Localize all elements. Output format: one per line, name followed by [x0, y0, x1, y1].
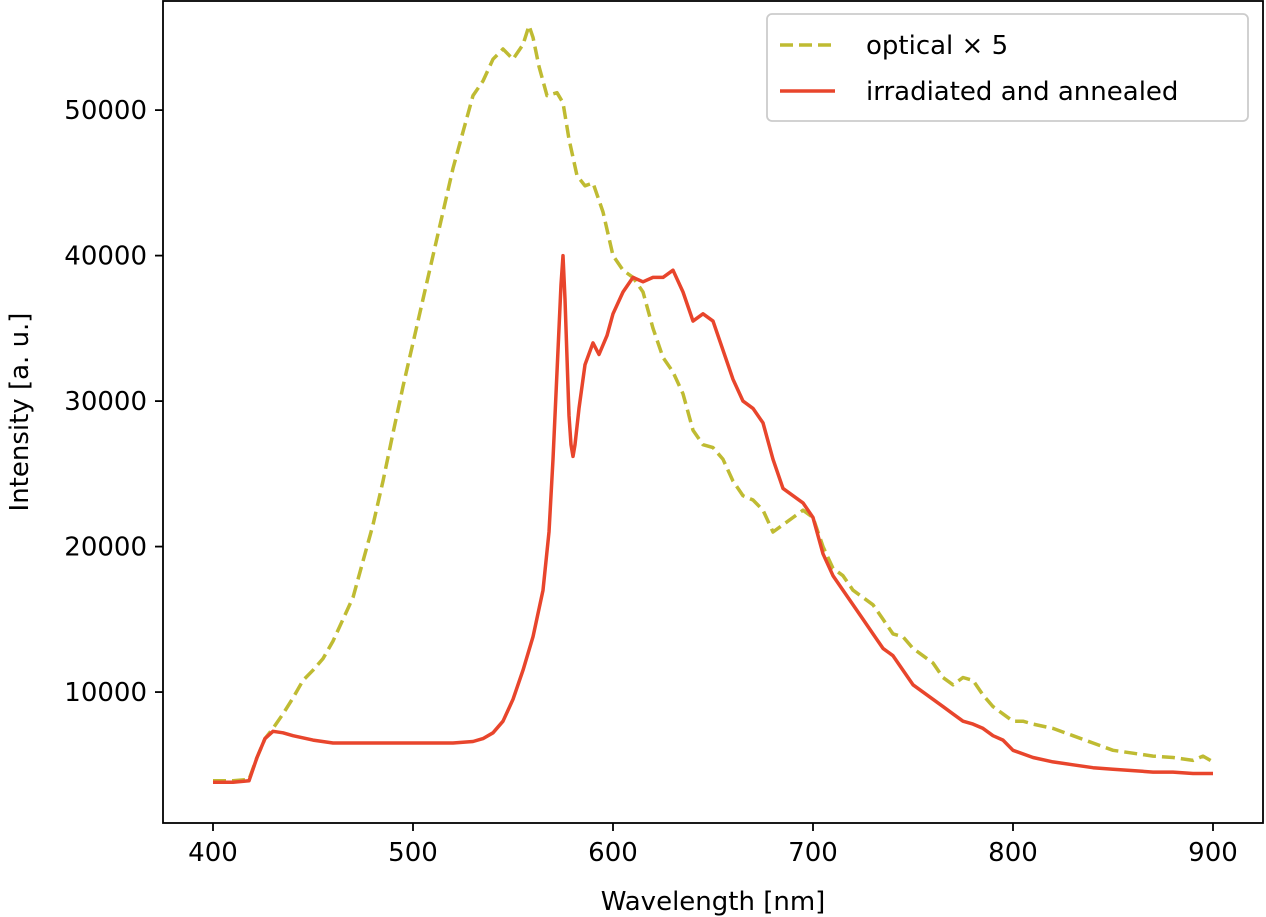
- y-tick-label: 40000: [64, 242, 147, 272]
- x-axis-title: Wavelength [nm]: [601, 887, 826, 917]
- x-tick-label: 900: [1188, 838, 1238, 868]
- legend-box: [766, 13, 1249, 122]
- series-line-optical: [213, 23, 1214, 783]
- legend-label-optical: optical × 5: [866, 31, 1008, 61]
- y-tick-label: 20000: [64, 533, 147, 563]
- y-tick-label: 10000: [64, 678, 147, 708]
- legend-label-irradiated: irradiated and annealed: [866, 77, 1178, 107]
- x-tick-label: 800: [988, 838, 1038, 868]
- x-tick-label: 600: [588, 838, 638, 868]
- series-line-irradiated: [213, 253, 1213, 785]
- legend: optical × 5 irradiated and annealed: [766, 13, 1249, 122]
- x-tick-label: 400: [188, 838, 238, 868]
- x-axis: 400 500 600 700 800 900: [188, 823, 1238, 868]
- series-layer: [213, 23, 1214, 785]
- plot-frame: [162, 0, 1264, 824]
- x-tick-label: 700: [788, 838, 838, 868]
- y-tick-label: 50000: [64, 96, 147, 126]
- x-tick-label: 500: [388, 838, 438, 868]
- y-axis: 10000 20000 30000 40000 50000: [64, 96, 163, 708]
- y-axis-title: Intensity [a. u.]: [5, 313, 35, 512]
- y-tick-label: 30000: [64, 387, 147, 417]
